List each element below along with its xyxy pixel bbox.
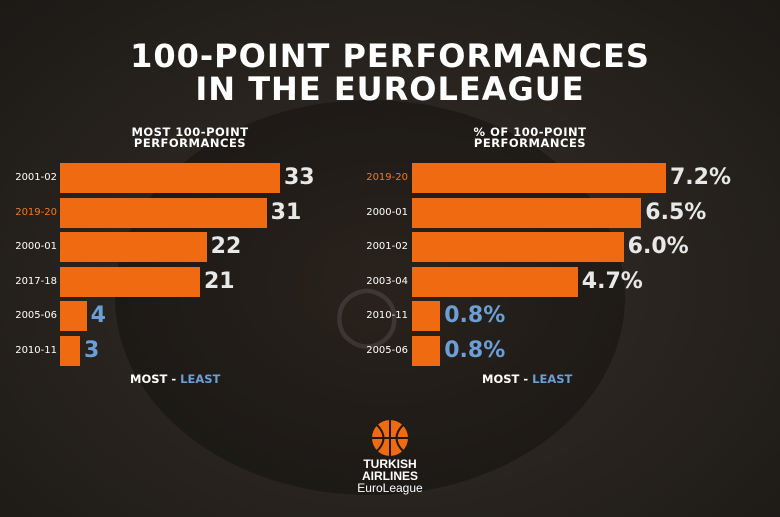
value-label: 31 xyxy=(270,199,302,225)
bar xyxy=(412,163,666,193)
legend-least: LEAST xyxy=(532,372,573,386)
basketball-icon xyxy=(372,420,408,456)
season-label: 2001-02 xyxy=(15,172,57,183)
bar xyxy=(412,335,441,366)
value-label: 3 xyxy=(84,337,100,363)
legend-separator: - xyxy=(167,372,181,386)
value-label: 22 xyxy=(210,234,242,259)
right-chart-subtitle-line2: PERFORMANCES xyxy=(473,136,587,150)
value-label: 0.8% xyxy=(444,303,506,328)
bar xyxy=(60,266,200,297)
value-label: 6.0% xyxy=(627,234,689,259)
season-label: 2000-01 xyxy=(15,241,57,252)
season-label: 2005-06 xyxy=(366,344,408,356)
value-label: 7.2% xyxy=(670,165,732,190)
value-label: 0.8% xyxy=(444,337,506,363)
value-label: 21 xyxy=(204,268,235,294)
logo-text-airlines: AIRLINES xyxy=(361,469,418,483)
left-chart-subtitle: MOST 100-POINT PERFORMANCES xyxy=(95,125,285,150)
left-chart-subtitle-line2: PERFORMANCES xyxy=(133,136,247,150)
chart-title-line1: 100-POINT PERFORMANCES xyxy=(130,37,650,75)
right-chart-subtitle-line1: % OF 100-POINT xyxy=(473,125,587,139)
background-watermark: ○ xyxy=(332,268,408,358)
season-label: 2003-04 xyxy=(366,275,408,287)
bar xyxy=(60,301,87,331)
season-label: 2005-06 xyxy=(15,310,57,321)
season-label: 2010-11 xyxy=(366,310,408,321)
season-label: 2010-11 xyxy=(15,344,57,356)
legend-least: LEAST xyxy=(180,372,221,386)
bar xyxy=(412,266,578,297)
bar xyxy=(412,301,441,331)
right-chart-subtitle: % OF 100-POINT PERFORMANCES xyxy=(435,125,625,150)
bar xyxy=(412,197,642,228)
season-label: 2019-20 xyxy=(366,172,408,183)
euroleague-logo: TURKISH AIRLINES EuroLeague xyxy=(355,418,425,494)
left-legend: MOST - LEAST xyxy=(130,372,220,386)
bar xyxy=(60,335,80,366)
legend-separator: - xyxy=(519,372,533,386)
season-label: 2001-02 xyxy=(366,241,408,252)
chart-title-line2: IN THE EUROLEAGUE xyxy=(195,70,585,108)
bar xyxy=(412,232,624,262)
logo-text-euroleague: EuroLeague xyxy=(357,481,423,495)
right-legend: MOST - LEAST xyxy=(482,372,572,386)
bar xyxy=(60,232,207,262)
season-label: 2000-01 xyxy=(366,206,408,218)
value-label: 4.7% xyxy=(581,268,643,294)
season-label: 2017-18 xyxy=(15,275,57,287)
value-label: 4 xyxy=(90,303,106,328)
value-label: 6.5% xyxy=(645,199,707,225)
season-label: 2019-20 xyxy=(15,206,57,218)
logo-text-turkish: TURKISH xyxy=(363,457,417,471)
bar xyxy=(60,163,280,193)
value-label: 33 xyxy=(284,165,315,190)
legend-most: MOST xyxy=(130,372,168,386)
legend-most: MOST xyxy=(482,372,520,386)
left-chart-subtitle-line1: MOST 100-POINT xyxy=(131,125,249,139)
bar xyxy=(60,197,267,228)
